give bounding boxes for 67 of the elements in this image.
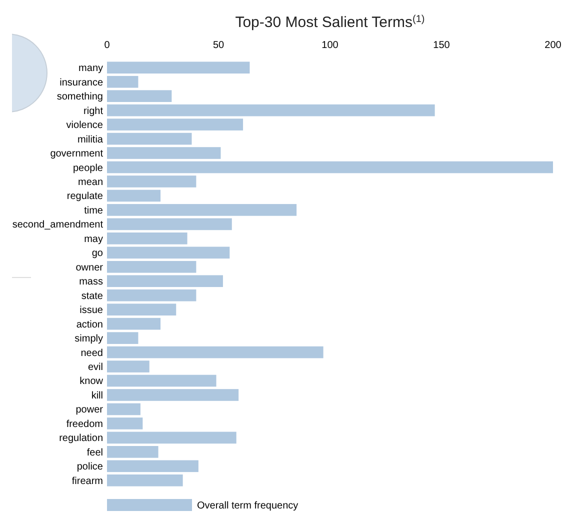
bar	[107, 460, 198, 472]
y-tick-label: regulation	[59, 433, 103, 444]
y-tick-label: may	[84, 234, 103, 245]
x-tick-label: 0	[104, 40, 110, 51]
x-tick-label: 100	[322, 40, 339, 51]
bar	[107, 62, 250, 74]
bar	[107, 446, 158, 458]
y-tick-label: owner	[76, 262, 104, 274]
bar	[107, 374, 216, 387]
bar	[107, 474, 183, 486]
chart-title: Top-30 Most Salient Terms$^{(1)}$	[235, 14, 425, 31]
bar	[107, 403, 140, 416]
y-tick-label: feel	[86, 447, 103, 458]
bar	[107, 389, 239, 401]
x-tick-label: 200	[544, 40, 562, 51]
bar	[107, 161, 553, 174]
y-tick-label: violence	[66, 120, 104, 132]
bar	[107, 346, 324, 358]
bar	[107, 318, 161, 330]
y-tick-label: second_amendment	[12, 220, 104, 231]
y-tick-label: mean	[78, 176, 103, 188]
bar	[107, 418, 143, 430]
x-tick-label: 50	[212, 40, 224, 51]
y-tick-label: issue	[80, 305, 104, 316]
y-tick-label: insurance	[60, 77, 104, 88]
bar	[107, 332, 138, 344]
bar	[107, 147, 221, 159]
bar	[107, 104, 435, 116]
y-tick-label: freedom	[66, 418, 103, 430]
y-tick-label: many	[78, 63, 103, 74]
bar	[107, 190, 161, 202]
bar	[107, 304, 176, 316]
y-tick-label: right	[84, 106, 104, 117]
bar	[107, 204, 297, 216]
y-tick-label: go	[92, 248, 104, 260]
y-tick-label: simply	[74, 334, 103, 345]
bar	[107, 176, 196, 188]
text: Overall term frequency	[197, 500, 298, 512]
y-tick-label: firearm	[72, 476, 103, 487]
y-tick-label: people	[72, 162, 104, 174]
y-tick-label: power	[76, 404, 104, 416]
bar	[107, 275, 223, 288]
y-tick-label: militia	[77, 134, 104, 146]
bar	[107, 132, 192, 145]
y-tick-label: action	[76, 319, 103, 330]
bar	[107, 360, 150, 372]
y-tick-label: kill	[91, 390, 103, 402]
bar	[107, 289, 196, 302]
bar	[107, 260, 196, 273]
y-tick-label: mass	[79, 276, 103, 288]
bar	[107, 118, 244, 130]
bar	[107, 432, 236, 444]
y-tick-label: need	[80, 348, 103, 359]
y-tick-label: regulate	[66, 191, 104, 202]
y-tick-label: government	[50, 148, 104, 160]
bar	[107, 232, 188, 244]
y-tick-label: know	[80, 376, 104, 388]
y-tick-label: evil	[88, 362, 103, 374]
bar	[107, 76, 138, 88]
x-tick-label: 150	[433, 40, 450, 51]
y-tick-label: police	[76, 462, 104, 473]
bar	[107, 90, 172, 102]
bar	[107, 218, 232, 230]
y-tick-label: something	[56, 92, 103, 103]
bar	[107, 246, 230, 259]
y-tick-label: time	[84, 205, 104, 216]
y-tick-label: state	[81, 290, 104, 302]
